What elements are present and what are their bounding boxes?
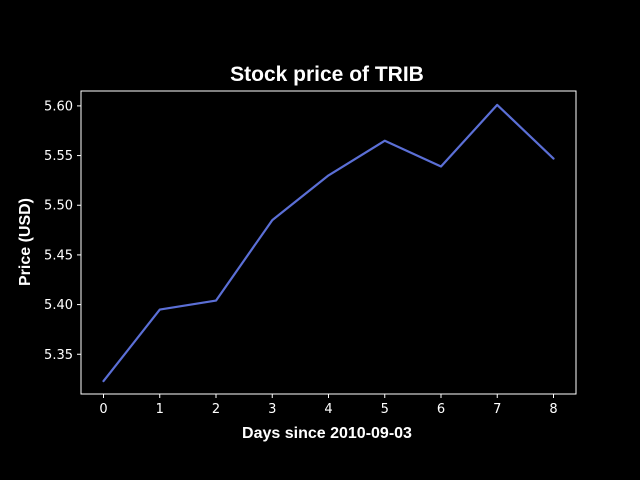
- x-tick-label-1: 1: [156, 402, 164, 417]
- x-tick-label-3: 3: [268, 402, 276, 417]
- chart-title: Stock price of TRIB: [230, 63, 424, 86]
- x-tick-label-0: 0: [99, 402, 107, 417]
- x-tick-label-5: 5: [381, 402, 389, 417]
- y-tick-label-5.60: 5.60: [44, 99, 73, 114]
- x-axis-label: Days since 2010-09-03: [242, 425, 412, 442]
- x-tick-label-7: 7: [493, 402, 501, 417]
- y-tick-label-5.45: 5.45: [44, 248, 73, 263]
- x-tick-label-6: 6: [437, 402, 445, 417]
- x-tick-label-2: 2: [212, 402, 220, 417]
- x-tick-label-4: 4: [324, 402, 332, 417]
- y-tick-label-5.50: 5.50: [44, 199, 73, 214]
- y-tick-label-5.55: 5.55: [44, 149, 73, 164]
- plot-area: 0 1 2 3 4 5 6 7 8 5.35 5.40 5.45 5.50 5.55 5.60: [44, 90, 577, 417]
- x-tick-label-8: 8: [549, 402, 557, 417]
- y-tick-label-5.35: 5.35: [44, 348, 73, 363]
- y-tick-label-5.40: 5.40: [44, 298, 73, 313]
- series-line-0: [102, 103, 555, 383]
- y-axis-label: Price (USD): [17, 198, 34, 286]
